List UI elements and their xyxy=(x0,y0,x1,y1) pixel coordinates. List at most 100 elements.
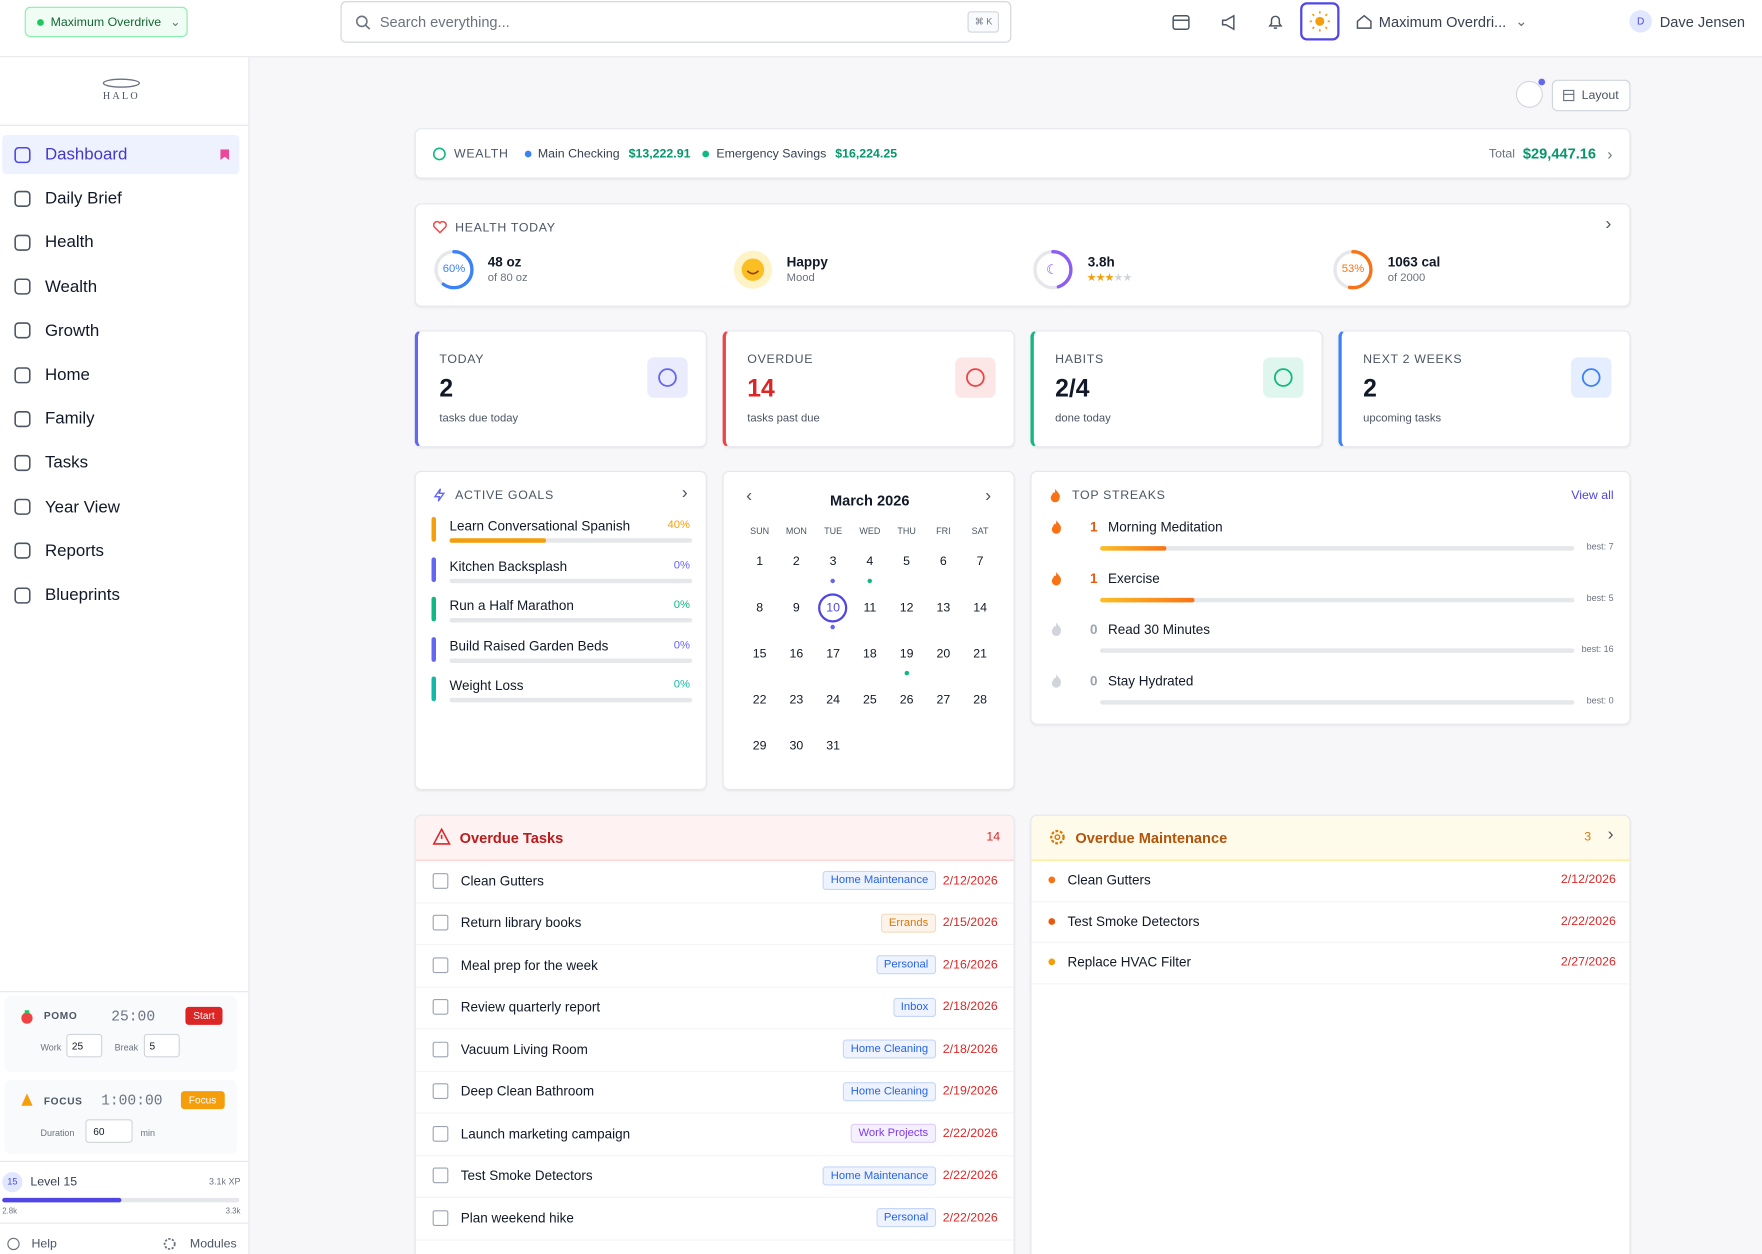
nav-item[interactable]: Year View xyxy=(2,487,239,526)
checkbox[interactable] xyxy=(432,872,449,889)
focus-button[interactable]: Focus xyxy=(180,1091,225,1110)
day[interactable]: 1 xyxy=(756,555,764,569)
start-button[interactable]: Start xyxy=(185,1006,223,1025)
nav-item[interactable]: Growth xyxy=(2,311,239,350)
prev-month[interactable]: ‹ xyxy=(746,486,753,506)
workspace-switcher[interactable]: Maximum Overdri... ⌄ xyxy=(1356,12,1527,30)
announce-icon[interactable] xyxy=(1220,13,1238,31)
task-name[interactable]: Plan weekend hike xyxy=(460,1209,574,1226)
nav-item[interactable]: Home xyxy=(2,355,239,394)
nav-item[interactable]: Health xyxy=(2,223,239,262)
day[interactable]: 3 xyxy=(829,555,837,569)
work-input[interactable]: 25 xyxy=(66,1033,103,1058)
checkbox[interactable] xyxy=(432,1125,449,1142)
wealth-card[interactable]: WEALTH Main Checking $13,222.91 Emergency … xyxy=(414,128,1631,179)
task-name[interactable]: Launch marketing campaign xyxy=(460,1125,631,1142)
calendar-icon[interactable] xyxy=(1172,13,1190,31)
day[interactable]: 19 xyxy=(899,647,914,661)
search-icon xyxy=(355,14,371,30)
maintenance-name: Test Smoke Detectors xyxy=(1067,913,1200,930)
wealth-title: WEALTH xyxy=(453,146,509,161)
day[interactable]: 13 xyxy=(936,601,951,615)
day[interactable]: 11 xyxy=(863,601,877,615)
theme-toggle[interactable] xyxy=(1300,2,1340,41)
checkbox[interactable] xyxy=(432,1167,449,1184)
goal-track xyxy=(449,578,693,583)
day[interactable]: 29 xyxy=(752,739,767,753)
modules-link[interactable]: Modules xyxy=(163,1237,237,1251)
day[interactable]: 24 xyxy=(826,693,840,707)
star: ★ xyxy=(1086,271,1097,285)
nav-item[interactable]: Dashboard xyxy=(2,134,240,175)
break-input[interactable]: 5 xyxy=(143,1033,180,1058)
next-month[interactable]: › xyxy=(985,486,992,506)
day[interactable]: 18 xyxy=(862,647,877,661)
icon-glyph xyxy=(658,368,677,387)
day[interactable]: 14 xyxy=(973,601,987,615)
nav-icon xyxy=(14,146,31,163)
duration-input[interactable]: 60 xyxy=(85,1119,133,1143)
workspace-pill[interactable]: Maximum Overdrive ⌄ xyxy=(24,6,188,38)
day[interactable]: 23 xyxy=(789,693,804,707)
help-link[interactable]: Help xyxy=(7,1237,57,1251)
chevron[interactable]: › xyxy=(1605,214,1612,234)
task-name[interactable]: Clean Gutters xyxy=(460,872,544,889)
day[interactable]: 26 xyxy=(899,693,914,707)
user-menu[interactable]: D Dave Jensen xyxy=(1629,10,1745,33)
day[interactable]: 21 xyxy=(973,647,987,661)
checkbox[interactable] xyxy=(432,1041,449,1058)
task-name[interactable]: Review quarterly report xyxy=(460,999,601,1016)
checkbox[interactable] xyxy=(432,999,449,1016)
maintenance-row[interactable]: Clean Gutters 2/12/2026 xyxy=(1031,860,1630,902)
day[interactable]: 10 xyxy=(818,593,848,623)
maintenance-date: 2/27/2026 xyxy=(1560,955,1616,969)
maintenance-row[interactable]: Test Smoke Detectors 2/22/2026 xyxy=(1031,901,1630,943)
layout-button[interactable]: Layout xyxy=(1551,79,1631,112)
day[interactable]: 12 xyxy=(899,601,914,615)
view-all-link[interactable]: View all xyxy=(1571,488,1614,503)
task-name[interactable]: Return library books xyxy=(460,914,582,931)
day[interactable]: 5 xyxy=(903,555,911,569)
day[interactable]: 20 xyxy=(936,647,951,661)
help-button[interactable] xyxy=(1515,78,1546,108)
day[interactable]: 30 xyxy=(789,739,804,753)
nav-item[interactable]: Wealth xyxy=(2,267,239,306)
task-name[interactable]: Test Smoke Detectors xyxy=(460,1167,593,1184)
day[interactable]: 17 xyxy=(826,647,840,661)
checkbox[interactable] xyxy=(432,957,449,973)
day[interactable]: 8 xyxy=(756,601,764,615)
task-name[interactable]: Vacuum Living Room xyxy=(460,1041,588,1058)
help-icon xyxy=(7,1237,20,1251)
chevron[interactable]: › xyxy=(681,483,688,503)
day[interactable]: 4 xyxy=(866,555,874,569)
nav-item[interactable]: Tasks xyxy=(2,443,239,482)
icon-shape xyxy=(658,368,677,387)
day[interactable]: 16 xyxy=(789,647,804,661)
day[interactable]: 6 xyxy=(939,555,947,569)
nav-item[interactable]: Reports xyxy=(2,531,239,570)
day[interactable]: 22 xyxy=(752,693,767,707)
layout-icon xyxy=(1563,89,1575,102)
chevron[interactable]: › xyxy=(1607,824,1614,844)
day[interactable]: 25 xyxy=(862,693,877,707)
day[interactable]: 28 xyxy=(973,693,987,707)
nav-item[interactable]: Blueprints xyxy=(2,575,239,614)
day[interactable]: 15 xyxy=(752,647,767,661)
day[interactable]: 7 xyxy=(976,555,984,569)
day[interactable]: 2 xyxy=(792,555,800,569)
nav-item[interactable]: Daily Brief xyxy=(2,179,239,218)
nav-item[interactable]: Family xyxy=(2,399,239,438)
task-name[interactable]: Meal prep for the week xyxy=(460,957,598,973)
task-name[interactable]: Deep Clean Bathroom xyxy=(460,1083,595,1100)
day[interactable]: 31 xyxy=(826,739,840,753)
checkbox[interactable] xyxy=(432,1209,449,1226)
stat-label: HABITS xyxy=(1055,352,1104,367)
search-box[interactable]: Search everything... ⌘ K xyxy=(340,1,1012,43)
checkbox[interactable] xyxy=(432,1083,449,1100)
bell-icon[interactable] xyxy=(1266,12,1284,30)
checkbox[interactable] xyxy=(432,914,449,931)
day[interactable]: 9 xyxy=(792,601,800,615)
goal-progress xyxy=(449,538,547,543)
day[interactable]: 27 xyxy=(936,693,951,707)
maintenance-row[interactable]: Replace HVAC Filter 2/27/2026 xyxy=(1031,942,1630,984)
